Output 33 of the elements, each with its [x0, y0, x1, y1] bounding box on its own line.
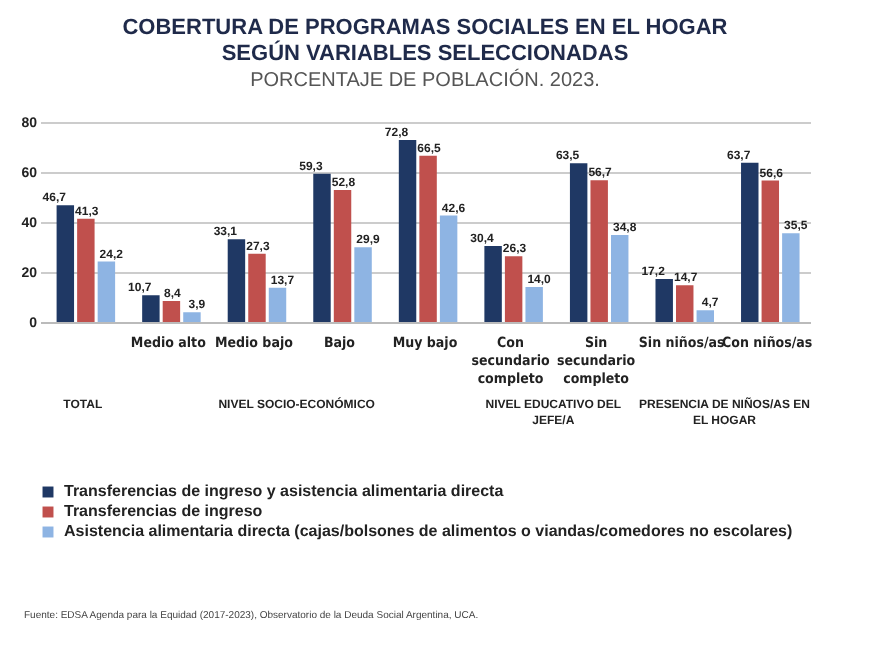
text: COBERTURA DE PROGRAMAS SOCIALES EN EL HOGAR: [122, 16, 728, 40]
bar: [676, 285, 694, 322]
bar: [504, 256, 523, 322]
bar: [439, 215, 458, 322]
bar: [782, 233, 800, 322]
bar: [741, 162, 759, 322]
bar: [97, 261, 116, 322]
legend-label: Asistencia alimentaria directa (cajas/bolsones de alimentos o viandas/comedores no escolares): [64, 522, 793, 540]
bar: [696, 310, 715, 322]
bar: [313, 173, 331, 322]
bar: [419, 155, 437, 322]
bar: [142, 295, 160, 322]
bar: [268, 287, 287, 322]
bar: [227, 239, 246, 322]
bar: [525, 287, 543, 322]
bar: [354, 247, 372, 322]
bar: [183, 312, 201, 322]
bar: [655, 279, 673, 322]
bar: [77, 218, 95, 322]
bar: [590, 180, 608, 322]
bar: [398, 140, 417, 322]
bar: [611, 235, 629, 322]
chart-subtitle: PORCENTAJE DE POBLACIÓN. 2023.: [250, 68, 600, 92]
legend-label: Transferencias de ingreso y asistencia alimentaria directa: [64, 482, 505, 500]
text: SEGÚN VARIABLES SELECCIONADAS: [221, 42, 629, 66]
bar: [248, 253, 266, 322]
bar: [761, 180, 780, 322]
bar: [56, 205, 75, 322]
legend-label: Transferencias de ingreso: [64, 502, 263, 520]
bar: [569, 163, 588, 322]
bar: [484, 246, 502, 322]
bar: [333, 190, 352, 322]
bar: [162, 301, 181, 322]
